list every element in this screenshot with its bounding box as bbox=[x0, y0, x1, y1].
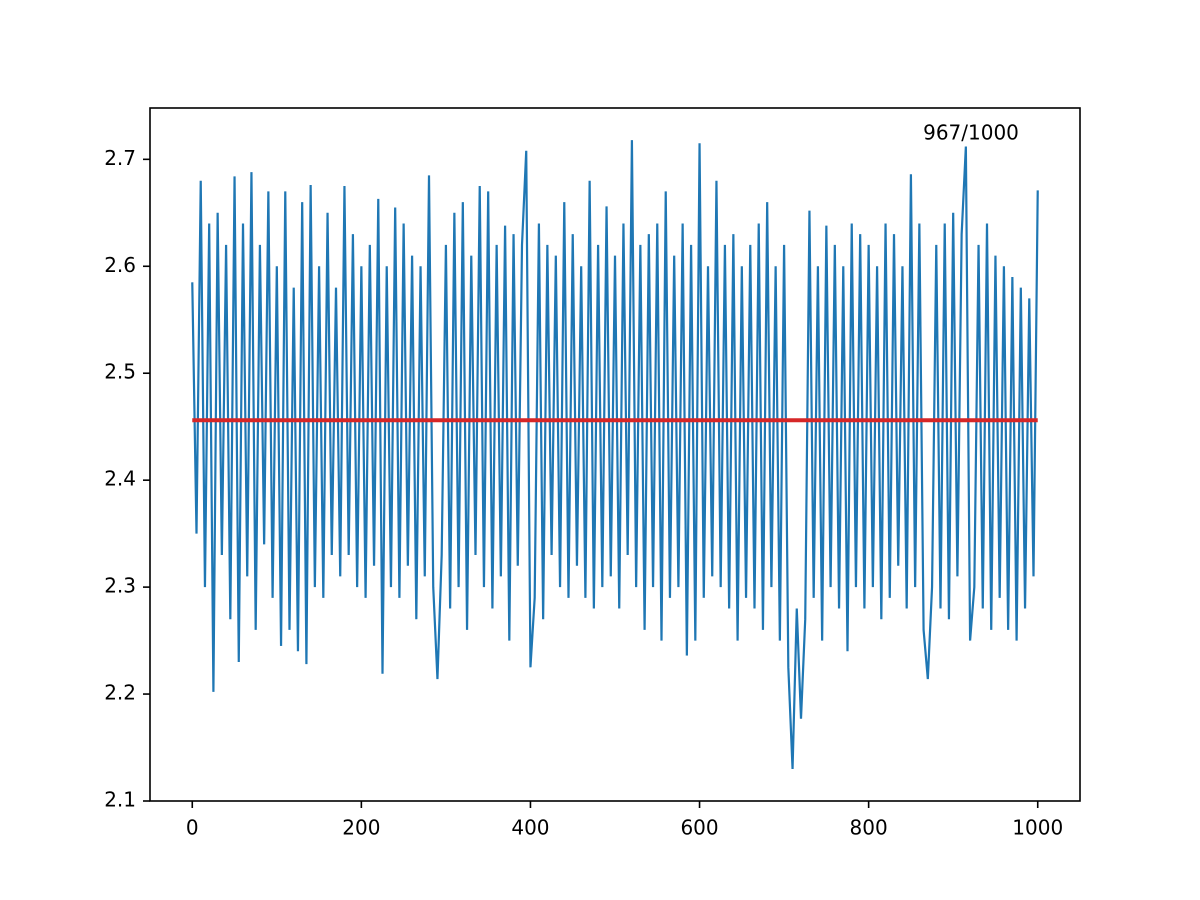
y-tick-label: 2.5 bbox=[104, 360, 136, 384]
y-tick-label: 2.4 bbox=[104, 467, 136, 491]
plot-frame bbox=[149, 107, 1081, 802]
x-tick-label: 0 bbox=[186, 816, 199, 840]
y-tick-label: 2.7 bbox=[104, 146, 136, 170]
x-tick-label: 400 bbox=[511, 816, 549, 840]
x-tick-label: 1000 bbox=[1012, 816, 1063, 840]
x-tick-label: 600 bbox=[680, 816, 718, 840]
y-tick-label: 2.2 bbox=[104, 681, 136, 705]
y-tick-label: 2.3 bbox=[104, 574, 136, 598]
x-tick-label: 800 bbox=[850, 816, 888, 840]
data-line bbox=[191, 140, 1039, 769]
y-tick-label: 2.1 bbox=[104, 788, 136, 812]
y-tick-label: 2.6 bbox=[104, 253, 136, 277]
annotation: 967/1000 bbox=[923, 121, 1019, 145]
x-tick-label: 200 bbox=[342, 816, 380, 840]
